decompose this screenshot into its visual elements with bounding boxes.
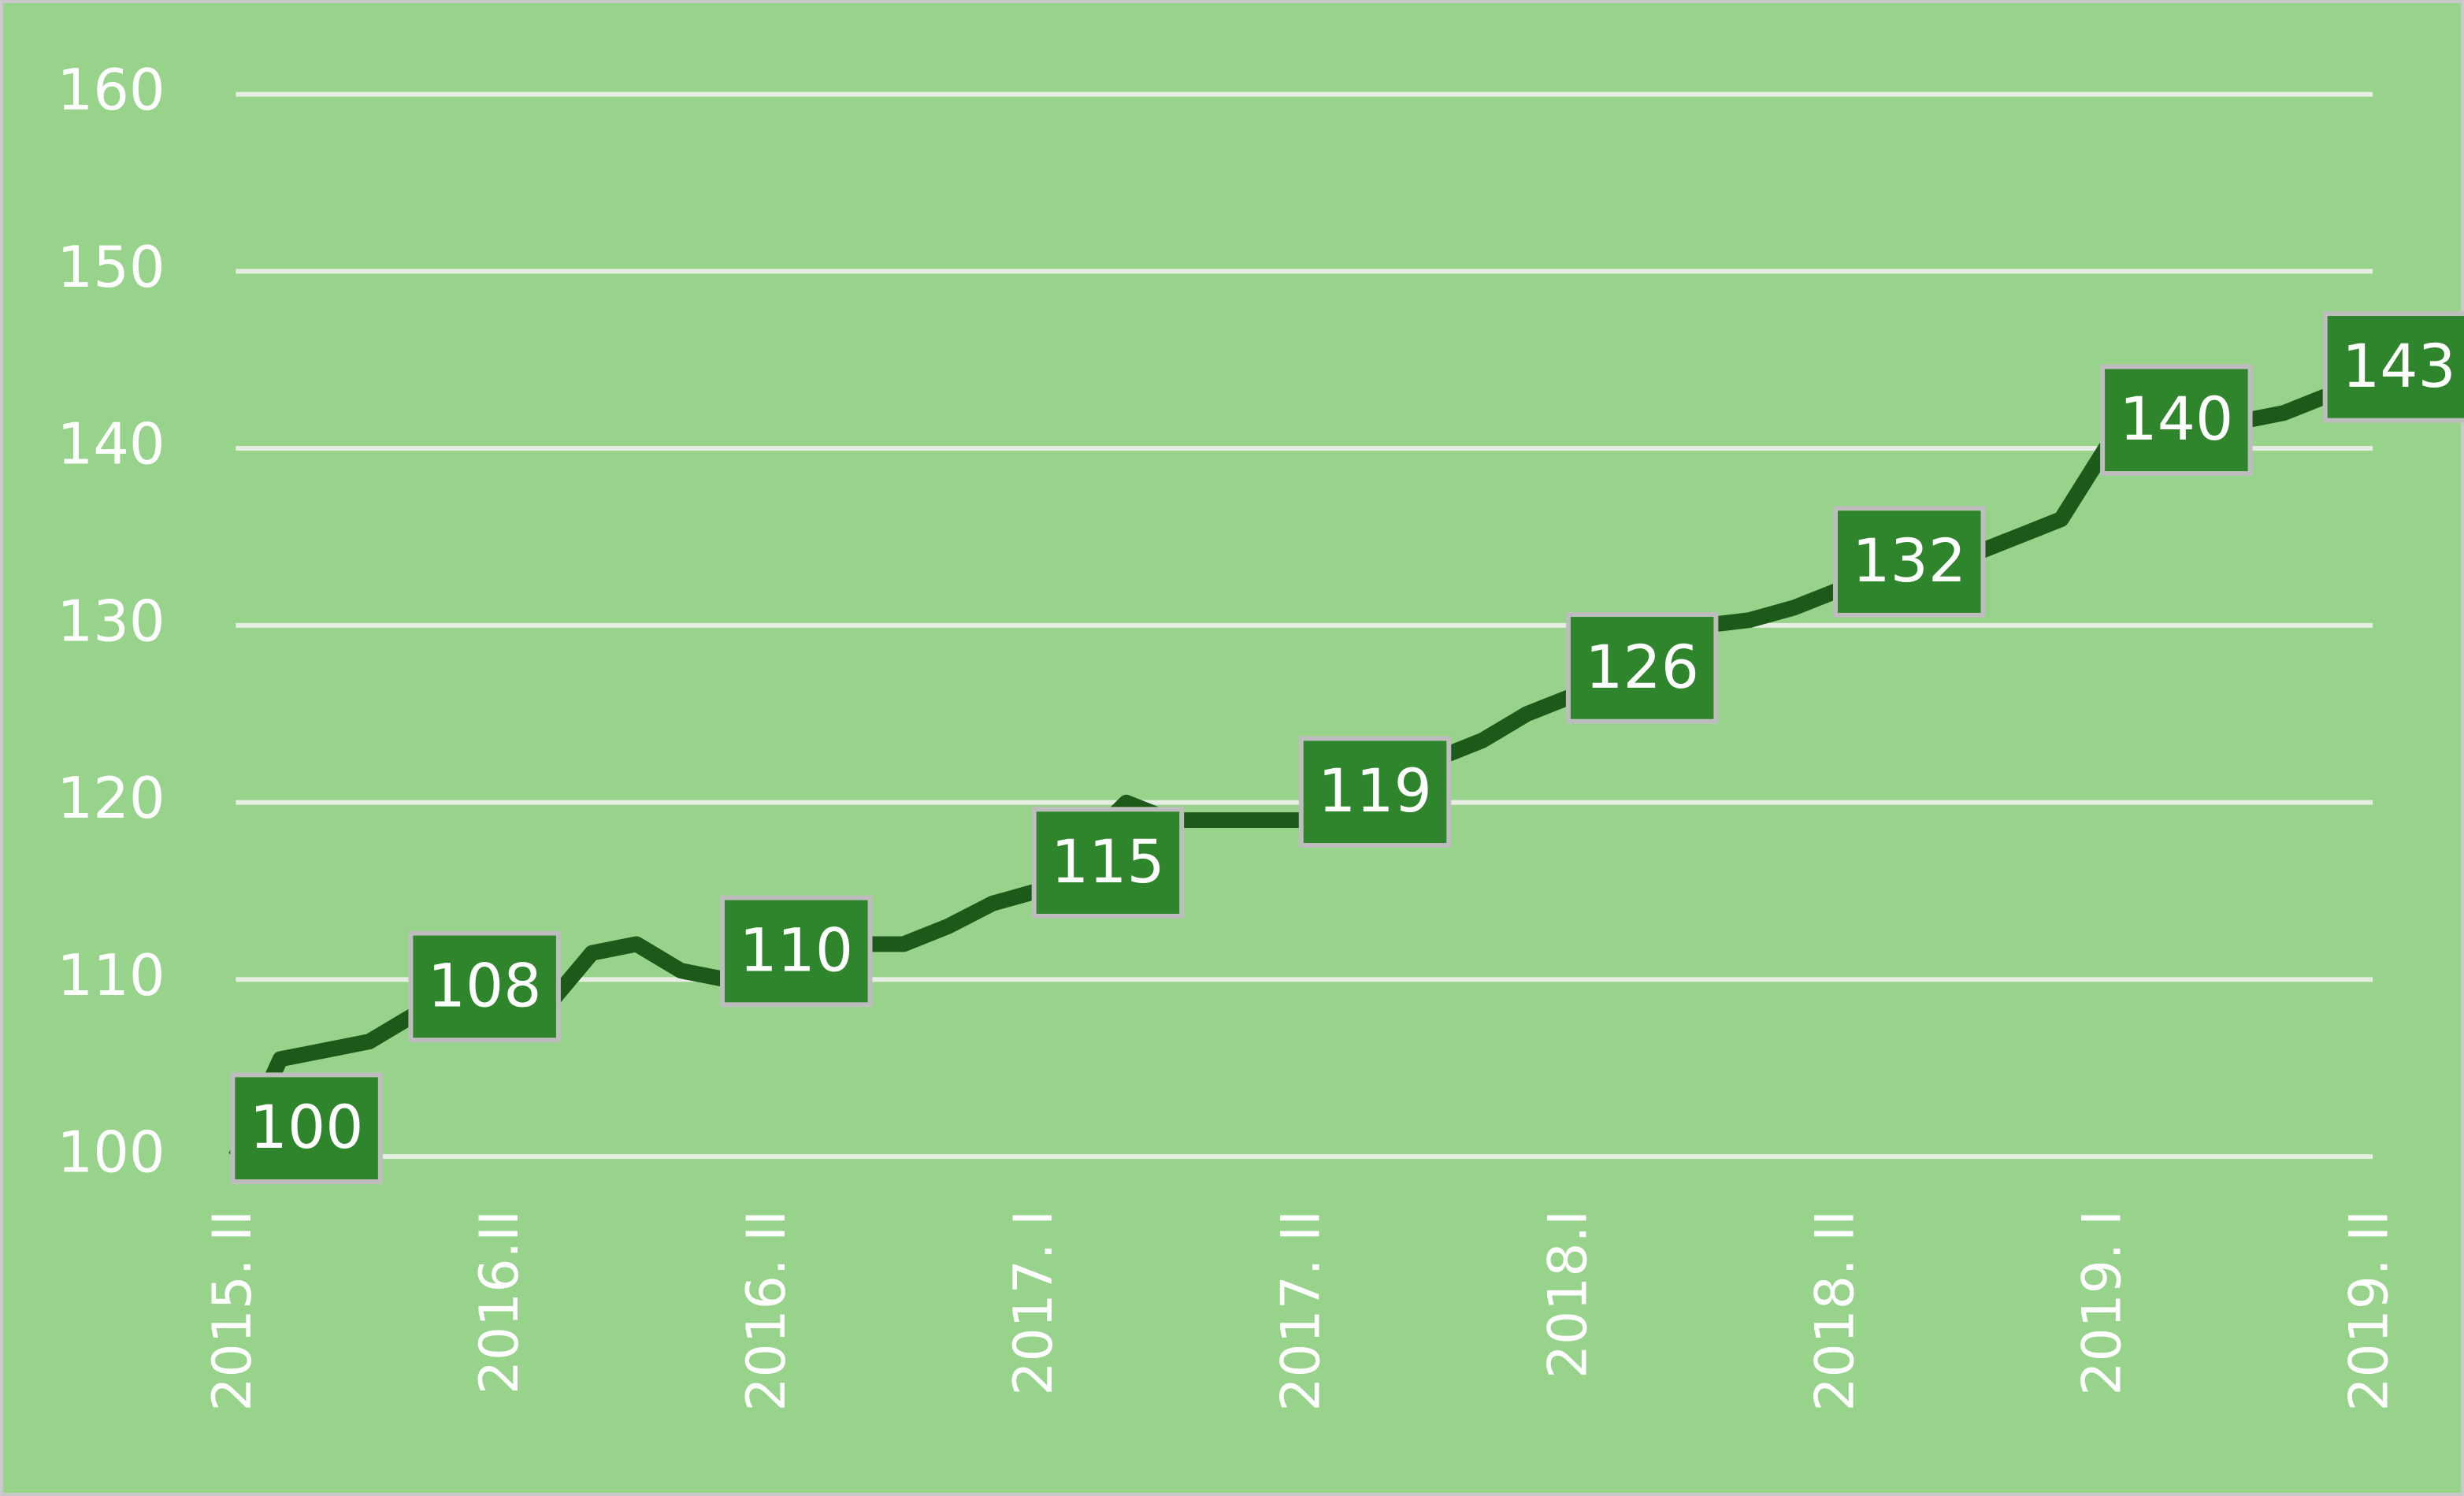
data-label: 115 (1051, 827, 1165, 896)
x-tick-label: 2017. II (1269, 1210, 1331, 1412)
data-label-box (1832, 506, 1986, 618)
data-label: 143 (2342, 332, 2456, 401)
x-tick-label: 2018. II (1804, 1210, 1866, 1412)
data-label: 108 (428, 951, 542, 1020)
data-label: 140 (2119, 384, 2233, 454)
data-label: 126 (1585, 633, 1699, 702)
data-label-box (1031, 807, 1185, 919)
y-tick-label: 150 (58, 234, 165, 300)
x-tick-label: 2015. II (201, 1210, 263, 1412)
data-label-box (2100, 364, 2253, 477)
x-tick-label: 2019. II (2338, 1210, 2400, 1412)
x-tick-label: 2019. I (2071, 1210, 2133, 1396)
y-tick-label: 130 (58, 588, 165, 654)
x-tick-label: 2016. II (735, 1210, 797, 1412)
data-label-box (1565, 612, 1719, 724)
x-tick-label: 2017. I (1002, 1210, 1064, 1396)
y-tick-label: 160 (58, 57, 165, 123)
data-label: 119 (1318, 756, 1432, 826)
data-label-box (230, 1072, 383, 1185)
data-label: 110 (739, 915, 853, 985)
y-tick-label: 110 (58, 942, 165, 1008)
x-tick-label: 2016.II (468, 1210, 530, 1394)
data-label-box (408, 930, 561, 1043)
x-tick-label: 2018.I (1536, 1210, 1598, 1379)
data-label-box (1298, 736, 1452, 848)
y-tick-label: 140 (58, 411, 165, 477)
data-label-box (2322, 311, 2464, 423)
data-label: 132 (1852, 526, 1966, 596)
y-tick-label: 120 (58, 765, 165, 831)
data-label: 100 (250, 1093, 364, 1162)
y-tick-label: 100 (58, 1119, 165, 1186)
data-label-box (720, 895, 873, 1008)
